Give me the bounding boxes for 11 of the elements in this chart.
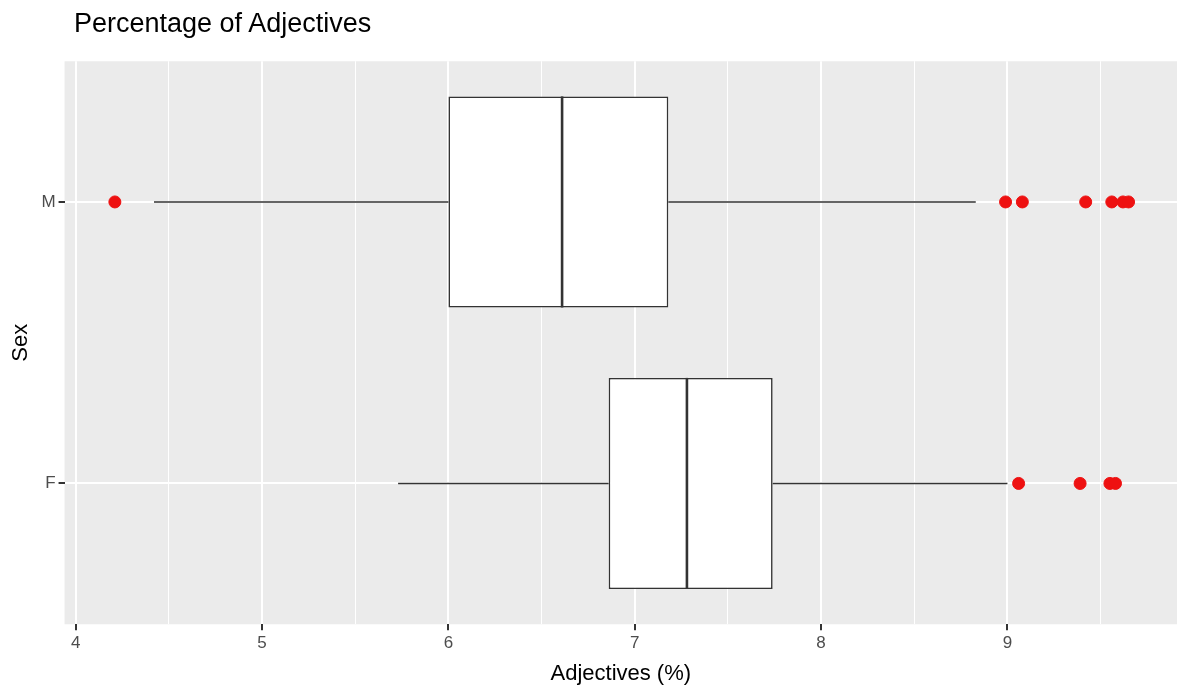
chart-title: Percentage of Adjectives	[74, 8, 372, 39]
x-tick-label: 7	[630, 633, 640, 653]
x-tick-label: 5	[257, 633, 267, 653]
y-axis-title: Sex	[7, 323, 33, 362]
x-tick-label: 9	[1002, 633, 1013, 653]
x-axis-title: Adjectives (%)	[550, 659, 692, 685]
y-tick-label: M	[41, 191, 56, 211]
x-tick-label: 6	[443, 633, 454, 653]
y-tick-label: F	[45, 473, 56, 493]
x-tick-label: 4	[71, 633, 81, 653]
x-tick-label: 8	[816, 633, 826, 653]
